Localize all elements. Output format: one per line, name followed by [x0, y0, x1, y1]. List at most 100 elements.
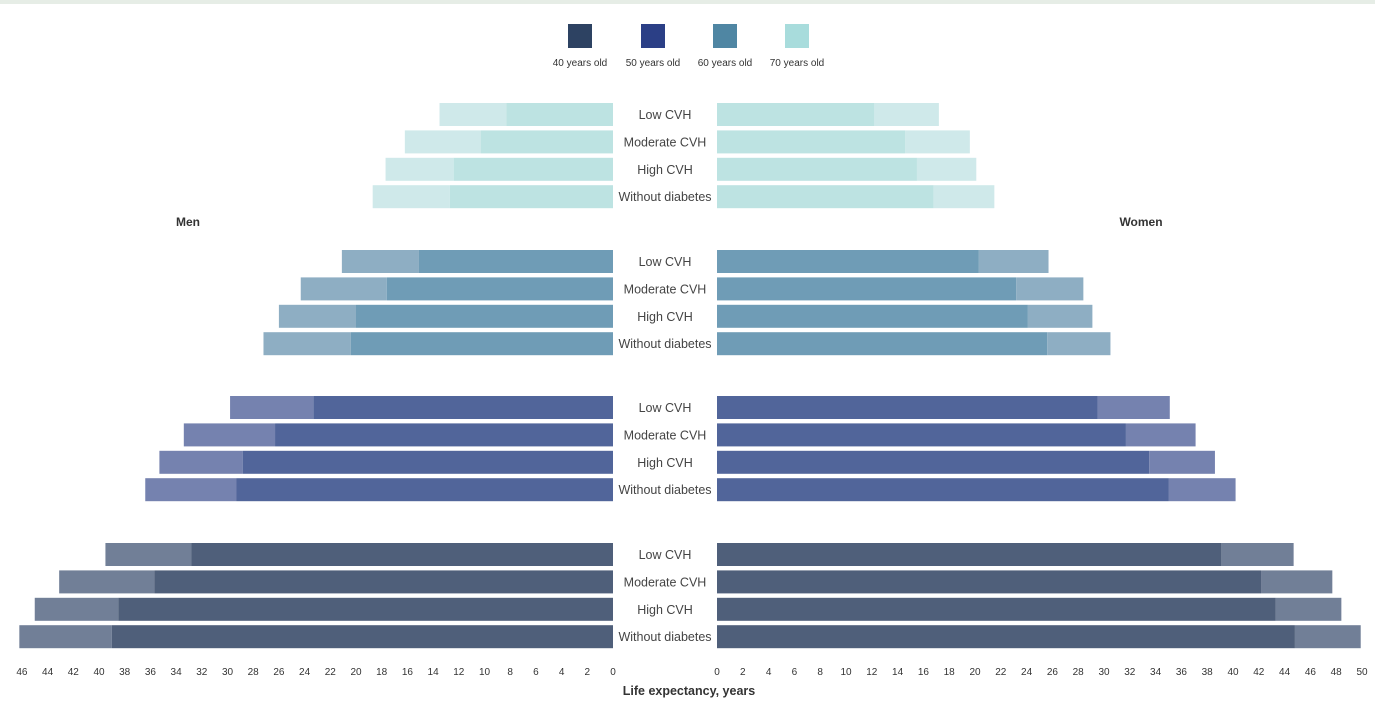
bar-men-50-years-old-without-diabetes: [236, 478, 613, 502]
legend-swatch-60-years-old: [713, 24, 737, 48]
bar-men-70-years-old-high-cvh-ext: [385, 157, 454, 181]
bar-women-40-years-old-moderate-cvh-ext: [1261, 570, 1333, 594]
tick-women-12: 12: [866, 667, 878, 678]
legend-swatch-70-years-old: [785, 24, 809, 48]
legend-swatch-40-years-old: [568, 24, 592, 48]
legend-swatch-50-years-old: [641, 24, 665, 48]
tick-men-6: 6: [533, 667, 539, 678]
tick-women-18: 18: [944, 667, 956, 678]
bar-men-50-years-old-moderate-cvh-ext: [183, 423, 276, 447]
x-axis-ticks: 46 44 42 40 38 36 34 32 30 28 26 24 22 20 18 16 14 12 10 8 6…: [16, 667, 1368, 678]
bars: [19, 103, 1361, 649]
row-label-50-years-old-without-diabetes: Without diabetes: [618, 483, 711, 497]
tick-men-20: 20: [350, 667, 362, 678]
row-label-70-years-old-moderate-cvh: Moderate CVH: [624, 135, 707, 149]
row-label-40-years-old-high-cvh: High CVH: [637, 603, 693, 617]
bar-women-60-years-old-moderate-cvh-ext: [1016, 277, 1084, 301]
bar-men-50-years-old-without-diabetes-ext: [145, 478, 237, 502]
tick-men-30: 30: [222, 667, 234, 678]
tick-women-48: 48: [1331, 667, 1343, 678]
bar-men-70-years-old-low-cvh: [506, 103, 613, 126]
bar-men-70-years-old-moderate-cvh: [480, 130, 613, 154]
bar-men-40-years-old-high-cvh: [118, 597, 614, 621]
bar-men-60-years-old-high-cvh: [356, 304, 613, 328]
tick-men-24: 24: [299, 667, 311, 678]
bar-men-40-years-old-moderate-cvh: [154, 570, 613, 594]
row-label-60-years-old-high-cvh: High CVH: [637, 310, 693, 324]
tick-women-46: 46: [1305, 667, 1317, 678]
legend-label-60-years-old: 60 years old: [698, 58, 752, 69]
tick-women-2: 2: [740, 667, 746, 678]
bar-men-40-years-old-low-cvh: [191, 543, 613, 566]
tick-women-26: 26: [1047, 667, 1059, 678]
tick-men-28: 28: [248, 667, 260, 678]
bar-women-70-years-old-moderate-cvh-ext: [905, 130, 970, 154]
row-label-50-years-old-high-cvh: High CVH: [637, 456, 693, 470]
bar-women-70-years-old-low-cvh: [717, 103, 875, 126]
tick-men-36: 36: [145, 667, 157, 678]
tick-men-16: 16: [402, 667, 414, 678]
tick-women-50: 50: [1356, 667, 1368, 678]
bar-men-40-years-old-moderate-cvh-ext: [59, 570, 155, 594]
x-axis-title: Life expectancy, years: [623, 684, 756, 698]
bar-men-60-years-old-without-diabetes: [350, 332, 613, 356]
bar-women-70-years-old-high-cvh: [717, 157, 917, 181]
bar-men-50-years-old-high-cvh: [242, 450, 614, 474]
tick-men-26: 26: [273, 667, 285, 678]
bar-women-50-years-old-high-cvh: [717, 450, 1150, 474]
bar-men-50-years-old-low-cvh: [313, 396, 613, 419]
bar-women-70-years-old-low-cvh-ext: [874, 103, 939, 126]
legend-label-40-years-old: 40 years old: [553, 58, 607, 69]
tick-women-42: 42: [1253, 667, 1265, 678]
bar-men-60-years-old-high-cvh-ext: [278, 304, 356, 328]
bar-women-40-years-old-without-diabetes: [717, 625, 1295, 649]
row-label-70-years-old-high-cvh: High CVH: [637, 163, 693, 177]
bar-women-40-years-old-low-cvh-ext: [1221, 543, 1294, 566]
bar-women-60-years-old-low-cvh-ext: [978, 250, 1049, 273]
top-strip: [0, 0, 1375, 4]
bar-women-70-years-old-without-diabetes: [717, 185, 934, 209]
tick-women-40: 40: [1227, 667, 1239, 678]
bar-women-50-years-old-without-diabetes-ext: [1168, 478, 1236, 502]
row-label-50-years-old-moderate-cvh: Moderate CVH: [624, 428, 707, 442]
tick-women-34: 34: [1150, 667, 1162, 678]
tick-women-8: 8: [817, 667, 823, 678]
bar-women-70-years-old-high-cvh-ext: [916, 157, 977, 181]
row-label-70-years-old-without-diabetes: Without diabetes: [618, 190, 711, 204]
row-label-40-years-old-without-diabetes: Without diabetes: [618, 630, 711, 644]
bar-men-50-years-old-moderate-cvh: [275, 423, 613, 447]
row-label-60-years-old-without-diabetes: Without diabetes: [618, 337, 711, 351]
tick-women-38: 38: [1202, 667, 1214, 678]
tick-men-2: 2: [585, 667, 591, 678]
legend: 40 years old 50 years old 60 years old 70 y…: [553, 24, 824, 69]
men-title: Men: [176, 215, 200, 229]
tick-men-46: 46: [16, 667, 28, 678]
bar-women-40-years-old-high-cvh: [717, 597, 1276, 621]
tick-men-34: 34: [171, 667, 183, 678]
tick-women-44: 44: [1279, 667, 1291, 678]
tick-men-44: 44: [42, 667, 54, 678]
bar-women-50-years-old-moderate-cvh: [717, 423, 1126, 447]
bar-women-50-years-old-low-cvh: [717, 396, 1098, 419]
bar-men-60-years-old-low-cvh-ext: [341, 250, 419, 273]
row-label-70-years-old-low-cvh: Low CVH: [639, 108, 692, 122]
tick-women-24: 24: [1021, 667, 1033, 678]
bar-men-50-years-old-high-cvh-ext: [159, 450, 243, 474]
bar-women-60-years-old-without-diabetes-ext: [1047, 332, 1111, 356]
bar-women-40-years-old-low-cvh: [717, 543, 1222, 566]
bar-women-60-years-old-high-cvh-ext: [1027, 304, 1093, 328]
row-label-60-years-old-moderate-cvh: Moderate CVH: [624, 282, 707, 296]
bar-women-40-years-old-high-cvh-ext: [1275, 597, 1342, 621]
row-label-60-years-old-low-cvh: Low CVH: [639, 255, 692, 269]
bar-men-70-years-old-low-cvh-ext: [439, 103, 507, 126]
bar-women-70-years-old-moderate-cvh: [717, 130, 906, 154]
tick-women-20: 20: [969, 667, 981, 678]
bar-women-60-years-old-moderate-cvh: [717, 277, 1017, 301]
tick-men-42: 42: [68, 667, 80, 678]
women-title: Women: [1119, 215, 1162, 229]
bar-men-60-years-old-moderate-cvh-ext: [300, 277, 387, 301]
tick-women-28: 28: [1073, 667, 1085, 678]
tick-men-38: 38: [119, 667, 131, 678]
tick-women-30: 30: [1098, 667, 1110, 678]
tick-men-32: 32: [196, 667, 208, 678]
